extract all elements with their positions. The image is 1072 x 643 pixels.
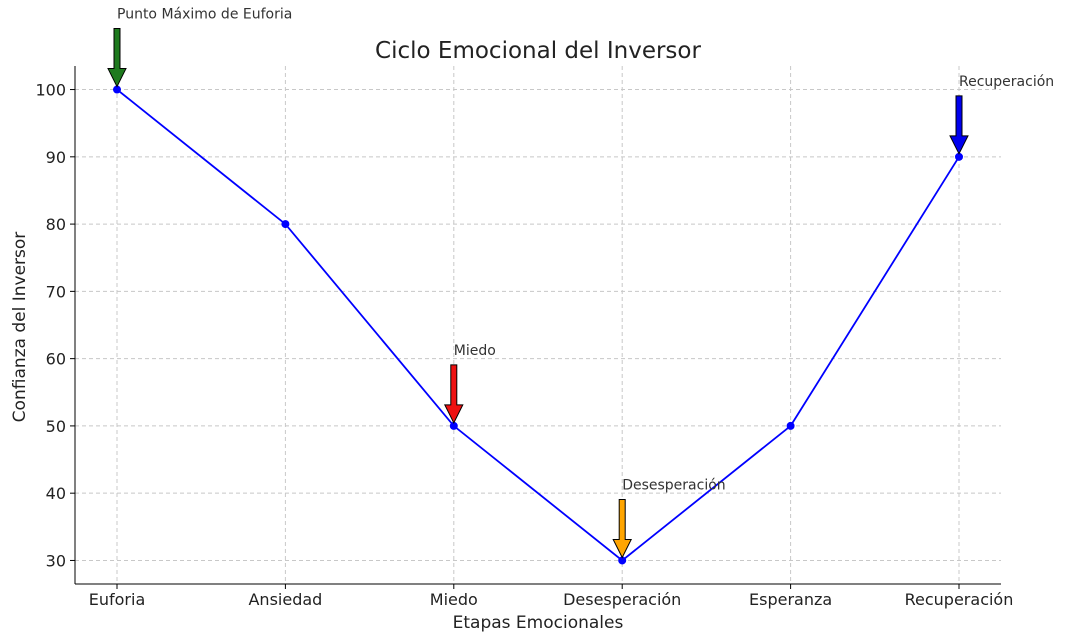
data-point [955,152,963,161]
chart-title: Ciclo Emocional del Inversor [375,38,701,64]
annotation-arrow [949,95,969,155]
x-tick-label: Desesperación [563,590,681,609]
annotation-label: Miedo [454,343,496,359]
y-tick-label: 60 [46,350,66,369]
y-tick-label: 50 [46,417,66,436]
annotation-arrow [107,28,127,88]
annotation-label: Desesperación [622,477,725,493]
y-tick-label: 100 [35,81,66,100]
x-tick-label: Ansiedad [248,590,322,609]
x-tick-label: Miedo [430,590,478,609]
data-point [113,85,121,94]
y-axis-label: Confianza del Inversor [10,232,30,423]
axes: 30 40 50 60 70 80 90 100 Euforia Ansiedad Miedo Des… [35,66,1013,609]
data-point [449,421,458,430]
annotation-arrow [443,364,464,425]
series-layer [113,85,963,565]
y-tick-label: 40 [46,484,66,503]
series-line [116,88,960,562]
y-tick-label: 90 [46,148,66,167]
annotation-label: Punto Máximo de Euforia [117,7,292,23]
x-tick-label: Euforia [89,590,146,609]
y-tick-label: 30 [46,551,66,570]
x-tick-label: Recuperación [905,590,1014,609]
data-point [281,220,290,229]
y-tick-label: 70 [46,282,66,301]
annotation-arrow [612,498,633,559]
y-tick-label: 80 [46,215,66,234]
x-axis-label: Etapas Emocionales [453,613,624,633]
x-tick-label: Esperanza [749,590,832,609]
annotation-layer: Punto Máximo de Euforia Miedo Desesperació… [107,7,1054,559]
data-point [618,556,627,565]
annotation-label: Recuperación [959,74,1054,90]
grid [75,66,1001,584]
data-point [786,421,795,430]
